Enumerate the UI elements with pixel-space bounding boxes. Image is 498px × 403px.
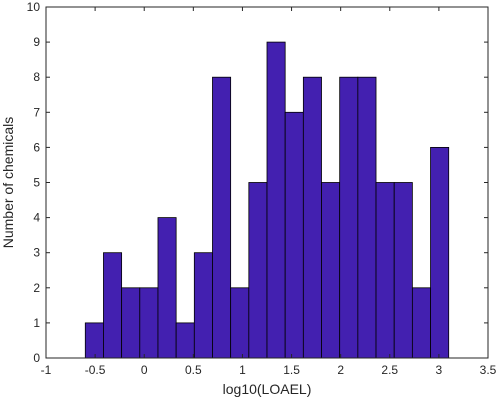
histogram-bar	[157, 217, 177, 359]
x-axis-label: log10(LOAEL)	[223, 381, 312, 397]
y-tick-label: 0	[33, 351, 40, 365]
x-axis-ticks: -1 -0.5 0 0.5 1 1.5 2 2.5 3 3.5	[41, 7, 497, 377]
y-tick-label: 10	[27, 0, 41, 14]
histogram-bar	[357, 76, 377, 359]
histogram-bar	[339, 76, 359, 359]
x-tick-label: 2	[337, 363, 344, 377]
y-tick-label: 1	[33, 316, 40, 330]
x-tick-label: 0	[141, 363, 148, 377]
y-tick-label: 5	[33, 176, 40, 190]
x-tick-label: -1	[41, 363, 52, 377]
x-tick-label: 1.5	[283, 363, 300, 377]
histogram-bar	[393, 182, 413, 359]
histogram-bar	[375, 182, 395, 359]
y-tick-label: 8	[33, 70, 40, 84]
histogram-bar	[411, 287, 431, 359]
histogram-bar	[121, 287, 141, 359]
histogram-bar	[103, 252, 123, 359]
bars-group	[84, 41, 450, 359]
y-tick-label: 2	[33, 281, 40, 295]
histogram-bar	[139, 287, 159, 359]
y-tick-label: 7	[33, 105, 40, 119]
x-tick-label: 2.5	[381, 363, 398, 377]
histogram-bar	[284, 111, 304, 359]
histogram-bar	[230, 287, 250, 359]
x-tick-label: 0.5	[185, 363, 202, 377]
x-tick-label: -0.5	[85, 363, 106, 377]
y-tick-label: 4	[33, 211, 40, 225]
y-tick-label: 9	[33, 35, 40, 49]
x-tick-label: 3	[436, 363, 443, 377]
x-tick-label: 1	[239, 363, 246, 377]
histogram-bar	[84, 322, 104, 359]
histogram-bar	[175, 322, 195, 359]
y-axis-ticks: 0 1 2 3 4 5 6 7 8 9 10	[27, 0, 488, 365]
x-tick-label: 3.5	[480, 363, 497, 377]
histogram-bar	[321, 182, 341, 359]
histogram-bar	[430, 146, 450, 359]
histogram-bar	[212, 76, 232, 359]
histogram-bar	[193, 252, 213, 359]
histogram-bar	[302, 76, 322, 359]
histogram-bar	[266, 41, 286, 359]
y-tick-label: 3	[33, 246, 40, 260]
y-tick-label: 6	[33, 140, 40, 154]
histogram-bar	[248, 182, 268, 359]
y-axis-label: Number of chemicals	[0, 117, 16, 249]
